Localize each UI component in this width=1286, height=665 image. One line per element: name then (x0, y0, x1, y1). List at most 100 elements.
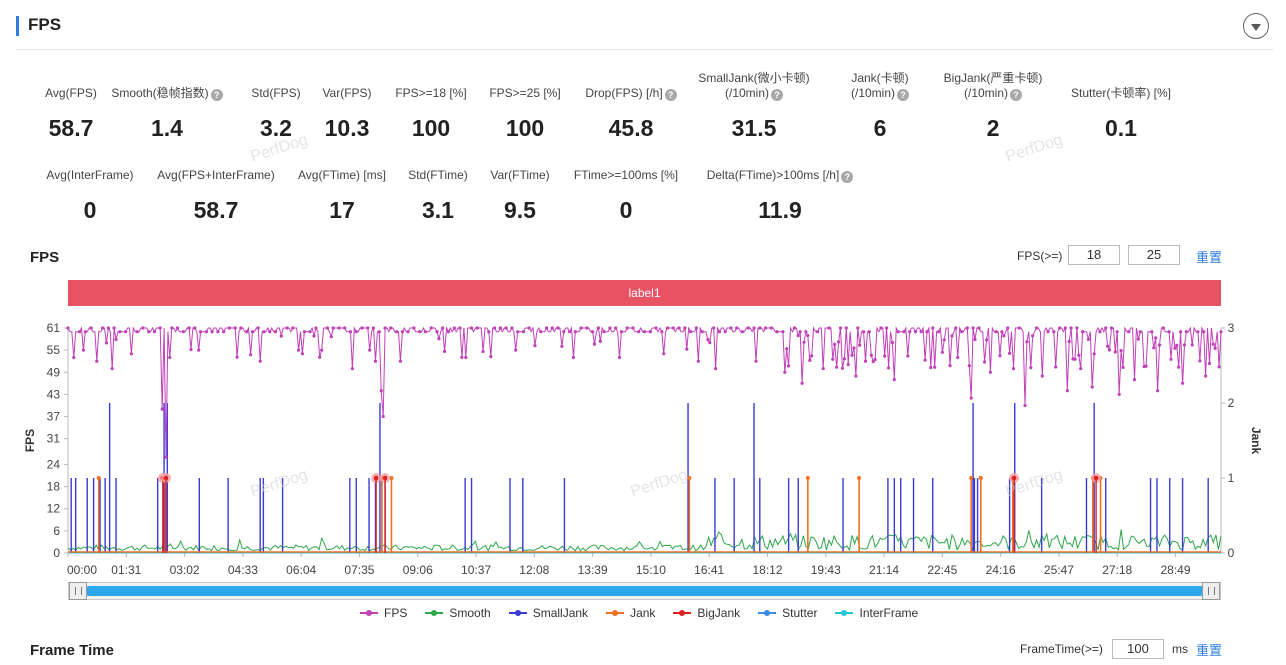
label-band[interactable]: label1 (68, 280, 1221, 306)
fps-point (514, 348, 518, 352)
stat-label-text: Jank(卡顿) (851, 71, 909, 85)
fps-reset-link[interactable]: 重置 (1196, 250, 1223, 265)
fps-point (302, 330, 306, 334)
fps-point (933, 365, 937, 369)
legend-label: Smooth (449, 606, 491, 620)
fps-point (591, 330, 595, 334)
fps-point (1181, 381, 1185, 385)
legend-item-bigjank[interactable]: BigJank (673, 605, 740, 621)
fps-point (250, 330, 255, 334)
legend-label: InterFrame (859, 606, 919, 620)
fps-threshold-input-1[interactable]: 18 (1068, 245, 1120, 265)
fps-point (104, 341, 108, 345)
fps-point (175, 326, 180, 330)
x-tick-label: 24:16 (986, 563, 1016, 577)
fps-point (452, 326, 456, 330)
fps-point (919, 330, 923, 334)
help-icon[interactable]: ? (771, 89, 783, 101)
x-tick-label: 04:33 (228, 563, 258, 577)
stat-stats_row1-2: Std(FPS) 3.2 (196, 86, 356, 142)
stat-value: 2 (986, 115, 1000, 141)
range-handle-left-icon[interactable] (69, 582, 87, 600)
fps-point (706, 338, 710, 342)
legend-item-jank[interactable]: Jank (606, 605, 655, 621)
fps-point (708, 341, 712, 345)
stat-label-text: Avg(FPS) (45, 86, 97, 100)
help-icon[interactable]: ? (664, 89, 677, 101)
fps-point (83, 330, 87, 334)
time-range-scrollbar[interactable] (68, 582, 1221, 600)
stat-label-text: Avg(FTime) [ms] (297, 168, 386, 182)
fps-point (210, 330, 214, 334)
stat-label: Avg(FPS) (0, 86, 151, 101)
stat-label-text: Avg(InterFrame) (46, 168, 134, 182)
legend-item-interframe[interactable]: InterFrame (835, 605, 918, 621)
fps-point (308, 330, 312, 334)
help-icon[interactable]: ? (1010, 89, 1022, 101)
legend-item-smooth[interactable]: Smooth (425, 605, 491, 621)
help-icon[interactable]: ? (841, 171, 854, 183)
fps-point (516, 330, 520, 334)
fps-point (285, 326, 289, 330)
legend-item-stutter[interactable]: Stutter (758, 605, 817, 621)
stat-label: Var(FPS) (267, 86, 427, 101)
stat-stats_row1-8: Jank(卡顿) (/10min)? 6 (800, 71, 960, 142)
legend-dot (431, 610, 438, 616)
stat-label-text: Smooth(稳帧指数) (111, 86, 209, 100)
y-tick-label: 37 (47, 410, 61, 424)
fps-point (458, 326, 462, 330)
stat-label: Std(FPS) (196, 86, 356, 101)
help-icon[interactable]: ? (210, 89, 223, 101)
y2-tick-label: 0 (1228, 546, 1235, 560)
fps-point (1211, 342, 1215, 346)
fps-point (810, 354, 814, 358)
fps-point (72, 355, 76, 360)
stat-value: 6 (873, 115, 887, 141)
stat-label-text: Std(FTime) (408, 168, 468, 182)
fps-point (475, 326, 479, 330)
x-tick-label: 25:47 (1044, 563, 1074, 577)
stat-value: 45.8 (608, 115, 654, 141)
help-icon[interactable]: ? (897, 89, 909, 101)
fps-point (827, 326, 831, 330)
fps-point (873, 357, 877, 362)
fps-point (1000, 330, 1004, 334)
fps-point (1119, 349, 1123, 353)
fps-point (804, 330, 808, 334)
fps-point (1167, 330, 1171, 334)
frametime-reset-link[interactable]: 重置 (1196, 643, 1223, 658)
fps-point (863, 359, 868, 363)
fps-point (754, 359, 758, 363)
x-tick-label: 28:49 (1161, 563, 1191, 577)
fps-point (596, 326, 601, 330)
section-title: FPS (28, 15, 62, 34)
time-range-fill[interactable] (87, 586, 1202, 596)
x-tick-label: 09:06 (403, 563, 433, 577)
fps-point (337, 326, 341, 330)
stat-stats_row1-7: SmallJank(微小卡顿) (/10min)? 31.5 (674, 71, 834, 142)
stat-label-text: FPS>=25 [%] (489, 86, 561, 100)
fps-point (1098, 330, 1102, 334)
legend-item-smalljank[interactable]: SmallJank (508, 605, 588, 621)
stat-label-unit: (/10min) (724, 86, 769, 100)
fps-point (735, 326, 739, 330)
legend-label: FPS (384, 606, 408, 620)
legend-line-dot-icon (835, 608, 854, 618)
legend-item-fps[interactable]: FPS (360, 605, 407, 621)
fps-point (598, 339, 602, 343)
collapse-chevron-icon[interactable] (1243, 13, 1269, 39)
fps-point (977, 326, 981, 330)
fps-series-line (67, 326, 1222, 458)
fps-point (700, 330, 704, 334)
fps-threshold-input-2[interactable]: 25 (1128, 245, 1180, 265)
fps-point (815, 330, 820, 334)
frametime-threshold-input[interactable]: 100 (1112, 639, 1164, 659)
fps-point (204, 330, 208, 334)
bigjank-point (1093, 475, 1099, 481)
fps-point (1196, 330, 1200, 334)
fps-point (971, 326, 975, 330)
fps-point (642, 330, 647, 334)
fps-point (521, 330, 526, 334)
range-handle-right-icon[interactable] (1202, 582, 1220, 600)
